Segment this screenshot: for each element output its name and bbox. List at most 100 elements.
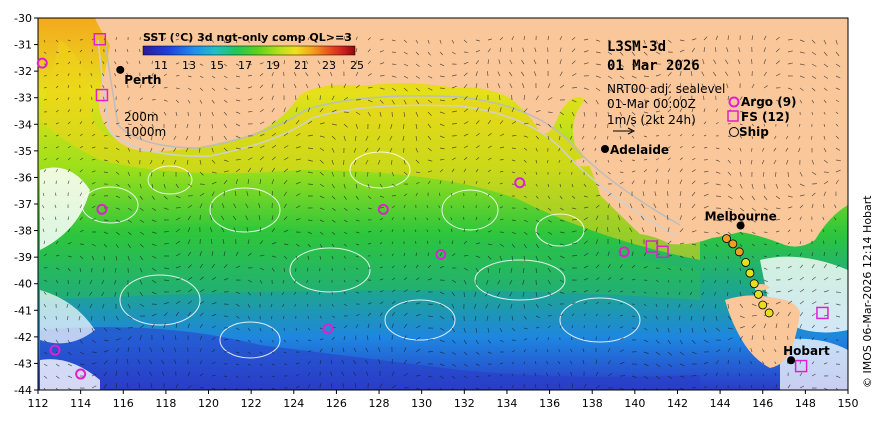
current-vector <box>762 373 765 377</box>
current-vector <box>174 359 177 365</box>
current-vector <box>366 335 369 341</box>
current-vector <box>523 147 528 151</box>
current-vector <box>523 108 528 113</box>
current-vector <box>115 171 120 175</box>
current-vector <box>91 362 97 365</box>
current-vector <box>761 348 765 353</box>
current-vector <box>439 315 445 320</box>
current-vector <box>175 195 181 199</box>
current-vector <box>103 159 108 162</box>
current-vector <box>187 239 191 245</box>
current-vector <box>295 205 301 209</box>
current-vector <box>775 183 779 189</box>
current-vector <box>55 97 59 101</box>
current-vector <box>391 265 395 269</box>
current-vector <box>139 123 144 127</box>
current-vector <box>355 59 358 65</box>
current-vector <box>463 145 469 149</box>
current-vector <box>79 255 84 259</box>
current-vector <box>163 279 170 281</box>
current-vector <box>583 278 589 281</box>
current-vector <box>235 123 241 127</box>
current-vector <box>823 277 829 281</box>
current-vector <box>595 183 600 187</box>
current-vector <box>150 171 153 177</box>
current-vector <box>199 360 203 365</box>
current-vector <box>510 267 513 273</box>
colorbar-tick-label: 15 <box>210 59 224 72</box>
current-vector <box>571 255 577 257</box>
current-vector <box>546 349 549 353</box>
current-vector <box>235 147 241 150</box>
current-vector <box>499 170 504 173</box>
current-vector <box>355 255 359 258</box>
current-vector <box>175 228 181 233</box>
current-vector <box>319 348 323 353</box>
argo-float <box>75 368 87 380</box>
current-vector <box>235 375 239 378</box>
current-vector <box>91 121 95 125</box>
current-vector <box>115 371 117 377</box>
current-vector <box>463 339 467 345</box>
current-vector <box>103 134 108 137</box>
current-vector <box>79 61 82 65</box>
current-vector <box>533 59 537 65</box>
current-vector <box>583 313 586 317</box>
current-vector <box>715 267 717 271</box>
current-vector <box>823 191 826 197</box>
current-vector <box>798 147 801 153</box>
current-vector <box>331 147 335 153</box>
current-vector <box>414 217 417 221</box>
current-vector <box>499 133 505 137</box>
current-vector <box>787 111 789 116</box>
current-vector <box>247 252 252 257</box>
current-vector <box>475 49 481 53</box>
current-vector <box>175 300 181 305</box>
current-vector <box>235 135 241 139</box>
current-vector <box>775 60 780 65</box>
fs-marker <box>93 33 107 46</box>
current-vector <box>775 171 777 177</box>
current-vector <box>342 383 345 389</box>
current-vector <box>235 63 240 66</box>
current-vector <box>415 277 420 281</box>
current-vector <box>487 157 492 161</box>
x-tick-label: 124 <box>283 397 304 410</box>
current-vector <box>439 39 442 44</box>
current-vector <box>259 62 264 65</box>
current-vector <box>391 384 397 389</box>
current-vector <box>439 158 445 161</box>
current-vector <box>655 339 660 344</box>
current-vector <box>595 239 599 245</box>
current-vector <box>270 291 273 296</box>
current-vector <box>679 179 683 185</box>
current-vector <box>247 239 250 245</box>
ship-position <box>754 289 763 299</box>
current-vector <box>487 38 492 41</box>
current-vector <box>403 63 409 67</box>
current-vector <box>198 135 201 141</box>
x-tick-label: 132 <box>454 397 475 410</box>
current-vector <box>391 205 396 209</box>
current-vector <box>127 326 133 329</box>
current-vector <box>415 252 417 257</box>
current-vector <box>691 169 696 173</box>
current-vector <box>55 339 59 344</box>
current-vector <box>497 71 501 77</box>
current-vector <box>523 338 528 341</box>
current-vector <box>834 229 837 233</box>
current-vector <box>391 300 396 305</box>
current-vector <box>739 135 743 139</box>
current-vector <box>643 135 648 138</box>
current-vector <box>365 371 369 377</box>
current-vector <box>211 159 216 164</box>
current-vector <box>679 267 682 271</box>
current-vector <box>331 336 335 341</box>
current-vector <box>475 255 481 258</box>
current-vector <box>727 147 731 151</box>
current-vector <box>319 255 321 260</box>
current-vector <box>438 229 441 233</box>
current-vector <box>43 86 47 89</box>
current-vector <box>331 195 336 200</box>
current-vector <box>511 36 514 41</box>
